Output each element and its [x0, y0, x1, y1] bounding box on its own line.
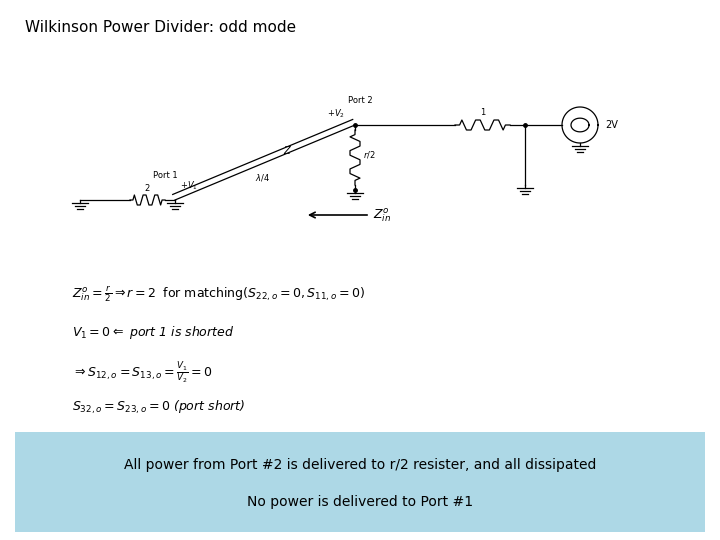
Text: 2: 2 [145, 184, 150, 193]
Text: $\Rightarrow S_{12,o} = S_{13,o} = \frac{V_1}{V_2} = 0$: $\Rightarrow S_{12,o} = S_{13,o} = \frac… [72, 360, 212, 385]
Text: No power is delivered to Port #1: No power is delivered to Port #1 [247, 495, 473, 509]
Text: Wilkinson Power Divider: odd mode: Wilkinson Power Divider: odd mode [25, 20, 296, 35]
Text: $\lambda/4$: $\lambda/4$ [255, 172, 270, 183]
Text: $Z_{in}^{o} = \frac{r}{2} \Rightarrow r = 2\;$ for matching$(S_{22,o} = 0, S_{11: $Z_{in}^{o} = \frac{r}{2} \Rightarrow r … [72, 285, 365, 304]
Text: Port 1: Port 1 [153, 171, 177, 180]
Text: 2V: 2V [605, 120, 618, 130]
Text: $Z_{in}^{o}$: $Z_{in}^{o}$ [373, 206, 391, 224]
Text: $+V_2$: $+V_2$ [327, 108, 345, 120]
Text: $V_1 = 0 \Leftarrow$ port 1 is shorted: $V_1 = 0 \Leftarrow$ port 1 is shorted [72, 323, 235, 341]
Text: $+V_1$: $+V_1$ [180, 179, 198, 192]
FancyBboxPatch shape [15, 432, 705, 532]
Text: $S_{32,o} = S_{23,o} = 0$ (port short): $S_{32,o} = S_{23,o} = 0$ (port short) [72, 399, 246, 416]
Text: $r/2$: $r/2$ [363, 149, 375, 160]
Text: 1: 1 [480, 108, 485, 117]
Text: All power from Port #2 is delivered to r/2 resister, and all dissipated: All power from Port #2 is delivered to r… [124, 458, 596, 472]
Text: Port 2: Port 2 [348, 96, 372, 105]
Text: Z: Z [283, 146, 289, 157]
